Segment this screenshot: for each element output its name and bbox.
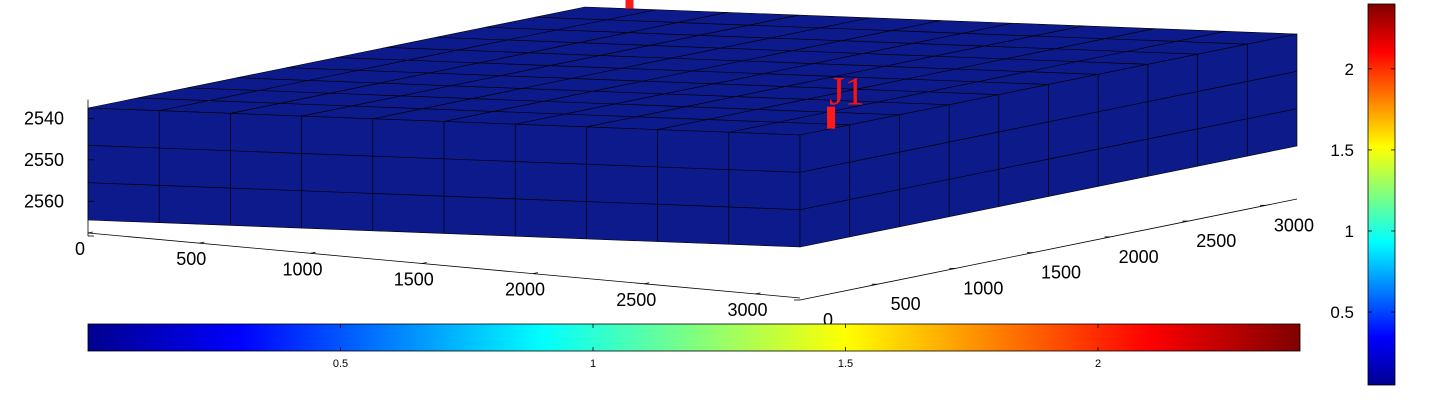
y-tick-label: 1500 bbox=[1041, 263, 1081, 283]
horizontal-colorbar-strip bbox=[87, 323, 1301, 352]
hbar-tick-label: 2 bbox=[1095, 358, 1101, 370]
y-tick-label: 2500 bbox=[1196, 231, 1236, 251]
z-tick-label: 2550 bbox=[24, 150, 64, 170]
top-grid-line bbox=[386, 47, 1099, 75]
vbar-tick-label: 1 bbox=[1345, 222, 1354, 241]
grid-cell-lines bbox=[87, 9, 1298, 245]
side-layer-line bbox=[799, 70, 1298, 173]
wells: P1J1 bbox=[625, 0, 865, 129]
vbar-tick-label: 0.5 bbox=[1330, 303, 1354, 322]
y-tick-label: 500 bbox=[891, 294, 921, 314]
side-layer-line bbox=[799, 108, 1298, 211]
horizontal-colorbar: 0.5 1 1.5 2 bbox=[87, 323, 1301, 370]
y-tick-label: 3000 bbox=[1274, 215, 1314, 235]
hbar-tick-label: 1.5 bbox=[838, 358, 853, 370]
top-grid-line bbox=[286, 67, 999, 95]
x-tick-mark bbox=[644, 282, 650, 285]
x-tick-label: 2000 bbox=[505, 280, 545, 300]
x-tick-label: 1500 bbox=[394, 269, 434, 289]
vertical-colorbar: 0.5 1 1.5 2 bbox=[1330, 3, 1396, 386]
x-tick-mark bbox=[87, 231, 94, 234]
top-grid-line bbox=[237, 77, 950, 106]
top-grid-line bbox=[336, 57, 1049, 85]
well-label-j1: J1 bbox=[829, 69, 865, 114]
reservoir-block bbox=[87, 6, 1298, 248]
y-tick-label: 1000 bbox=[963, 278, 1003, 298]
front-layer-line bbox=[87, 182, 801, 211]
well-marker-j1 bbox=[827, 106, 836, 129]
x-tick-mark bbox=[532, 272, 539, 275]
vbar-tick-label: 2 bbox=[1345, 60, 1354, 79]
vertical-colorbar-strip bbox=[1367, 3, 1396, 386]
x-tick-label: 3000 bbox=[727, 300, 767, 320]
well-marker-p1 bbox=[625, 0, 634, 9]
x-tick-label: 1000 bbox=[282, 259, 322, 279]
x-tick-label: 500 bbox=[176, 249, 206, 269]
hbar-tick-label: 0.5 bbox=[333, 358, 348, 370]
x-tick-mark bbox=[421, 262, 427, 264]
y-tick-label: 2000 bbox=[1119, 247, 1159, 267]
x-tick-label: 2500 bbox=[616, 290, 656, 310]
top-grid-line bbox=[535, 16, 1248, 45]
z-tick-label: 2560 bbox=[24, 191, 64, 211]
z-tick-label: 2540 bbox=[24, 108, 64, 128]
x-tick-mark bbox=[310, 251, 316, 254]
x-axis-line bbox=[87, 232, 801, 299]
y-axis-line bbox=[799, 198, 1298, 301]
y-tick-label: 0 bbox=[823, 310, 833, 330]
top-grid-line bbox=[485, 26, 1198, 55]
front-layer-line bbox=[87, 144, 801, 173]
x-tick-label: 0 bbox=[75, 239, 85, 259]
top-grid-line bbox=[435, 36, 1148, 65]
vbar-tick-label: 1.5 bbox=[1330, 141, 1354, 160]
axes: 0 500 1000 1500 2000 2500 3000 0 500 1000 1500 2000… bbox=[24, 99, 1314, 330]
top-grid-line bbox=[137, 97, 850, 126]
x-tick-mark bbox=[199, 241, 205, 244]
x-tick-mark bbox=[755, 292, 761, 295]
top-grid-line bbox=[187, 87, 900, 116]
hbar-tick-label: 1 bbox=[590, 358, 596, 370]
